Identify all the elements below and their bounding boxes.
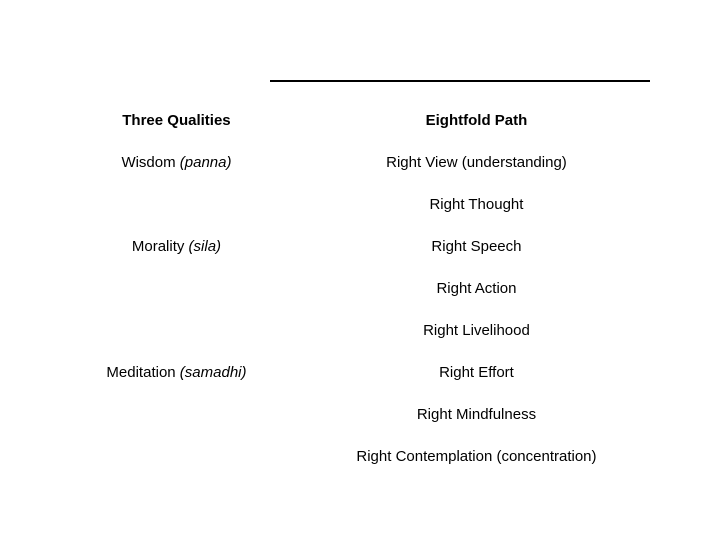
cell-quality: Morality (sila) <box>60 226 293 268</box>
page: Three Qualities Eightfold Path Wisdom (p… <box>0 0 720 540</box>
quality-text: Morality <box>132 238 189 255</box>
qualities-path-table: Three Qualities Eightfold Path Wisdom (p… <box>60 100 660 478</box>
quality-text: Wisdom <box>121 154 179 171</box>
table-row: Wisdom (panna) Right View (understanding… <box>60 142 660 184</box>
cell-path: Right Thought <box>293 184 660 226</box>
cell-quality <box>60 310 293 352</box>
header-three-qualities: Three Qualities <box>60 100 293 142</box>
cell-quality <box>60 184 293 226</box>
cell-path: Right Mindfulness <box>293 394 660 436</box>
table-header-row: Three Qualities Eightfold Path <box>60 100 660 142</box>
table-row: Right Mindfulness <box>60 394 660 436</box>
cell-path: Right Livelihood <box>293 310 660 352</box>
table-row: Morality (sila) Right Speech <box>60 226 660 268</box>
cell-path: Right View (understanding) <box>293 142 660 184</box>
quality-pali: (panna) <box>180 154 232 171</box>
header-eightfold-path: Eightfold Path <box>293 100 660 142</box>
cell-quality: Meditation (samadhi) <box>60 352 293 394</box>
horizontal-rule <box>270 80 650 82</box>
table-row: Right Action <box>60 268 660 310</box>
cell-quality <box>60 268 293 310</box>
cell-path: Right Action <box>293 268 660 310</box>
table-row: Right Contemplation (concentration) <box>60 436 660 478</box>
cell-quality: Wisdom (panna) <box>60 142 293 184</box>
table-row: Right Livelihood <box>60 310 660 352</box>
quality-pali: (sila) <box>189 238 222 255</box>
quality-pali: (samadhi) <box>180 364 247 381</box>
cell-quality <box>60 436 293 478</box>
cell-path: Right Effort <box>293 352 660 394</box>
table-row: Meditation (samadhi) Right Effort <box>60 352 660 394</box>
table-row: Right Thought <box>60 184 660 226</box>
cell-path: Right Contemplation (concentration) <box>293 436 660 478</box>
quality-text: Meditation <box>106 364 179 381</box>
cell-path: Right Speech <box>293 226 660 268</box>
cell-quality <box>60 394 293 436</box>
